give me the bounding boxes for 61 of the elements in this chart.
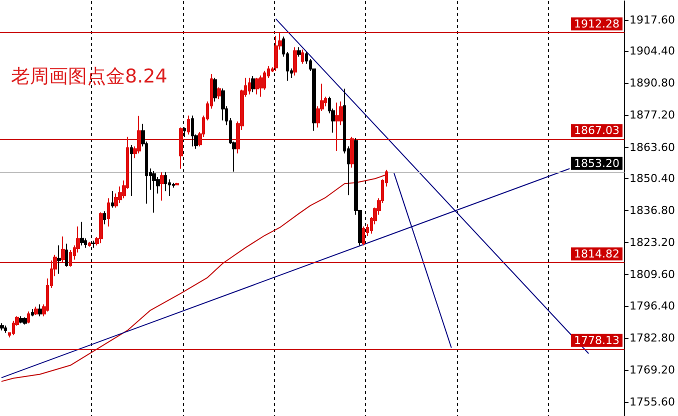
y-tick-label: 1809.60: [630, 268, 676, 282]
candlestick: [0, 322, 4, 331]
ref-line-label: 1778.13: [574, 334, 620, 347]
candlestick: [88, 241, 91, 248]
candlestick: [179, 126, 183, 170]
y-tick-label: 1850.40: [630, 172, 676, 185]
ref-line-label: 1814.82: [574, 247, 620, 260]
text: 老周画图点金8.24: [11, 66, 168, 88]
candlestick: [217, 86, 221, 100]
candlestick: [362, 226, 365, 246]
candlestick: [152, 170, 156, 214]
candlestick: [335, 102, 339, 152]
candlestick: [255, 77, 259, 95]
candlestick: [65, 243, 68, 268]
candlestick: [248, 77, 251, 95]
candlestick: [259, 75, 263, 98]
candlestick: [293, 46, 297, 76]
candlestick: [111, 190, 114, 208]
y-tick-label: 1823.20: [630, 236, 676, 250]
candlestick: [213, 77, 217, 102]
candlestick: [301, 49, 304, 64]
y-tick-label: 1904.40: [630, 44, 676, 58]
candlestick: [99, 212, 103, 244]
y-tick-label: 1917.60: [630, 13, 676, 26]
candlestick: [12, 320, 15, 336]
y-tick-label: 1796.40: [630, 299, 676, 312]
candlestick: [27, 310, 30, 324]
candlestick: [19, 316, 23, 324]
candlestick: [221, 88, 225, 121]
candlestick: [350, 136, 354, 168]
candlestick: [103, 210, 106, 225]
candlestick: [130, 144, 133, 196]
ref-line-label: 1867.03: [574, 124, 620, 138]
candlestick: [187, 115, 190, 136]
candlestick: [191, 115, 194, 147]
candlestick: [4, 325, 7, 334]
y-tick-label: 1836.80: [630, 204, 676, 218]
candlestick: [38, 304, 42, 317]
candlestick: [31, 308, 34, 317]
candlestick: [69, 250, 72, 268]
candlestick: [57, 244, 61, 274]
y-tick-label: 1890.80: [630, 76, 676, 90]
candlestick: [23, 316, 27, 325]
ref-line-label: 1912.28: [574, 17, 620, 30]
y-tick-label: 1863.60: [630, 140, 676, 154]
candlestick: [107, 198, 110, 228]
y-tick-label: 1782.80: [630, 331, 676, 344]
candlestick: [61, 236, 65, 262]
candlestick: [251, 76, 255, 93]
candlestick: [160, 172, 164, 202]
y-tick-label: 1877.20: [630, 108, 676, 122]
candlestick: [175, 182, 179, 186]
candlestick: [80, 221, 84, 246]
y-tick-label: 1755.60: [630, 396, 676, 409]
candlestick: [164, 172, 167, 192]
candlestick: [274, 35, 278, 72]
y-tick-label: 1769.20: [630, 363, 676, 376]
candlestick: [34, 306, 38, 316]
ref-line-label: 1853.20: [574, 156, 620, 170]
candlestick: [297, 46, 301, 58]
candlestick: [137, 115, 141, 154]
